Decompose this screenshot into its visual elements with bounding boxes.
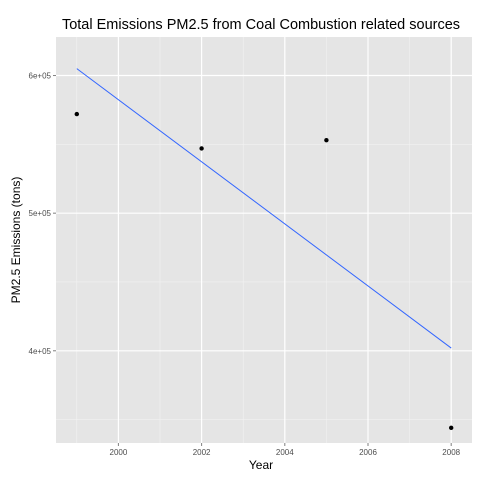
x-tick-label: 2006 [359,448,377,457]
x-tick-label: 2008 [442,448,460,457]
data-points [74,111,454,431]
y-tick-label: 6e+05 [29,72,52,81]
y-axis: 4e+05 5e+05 6e+05 [29,72,56,356]
data-point [199,146,204,151]
x-tick-label: 2000 [110,448,128,457]
trend-line [76,68,452,349]
y-axis-label: PM2.5 Emissions (tons) [9,177,23,304]
x-axis: 2000 2002 2004 2006 2008 [110,443,461,457]
grid-major [56,37,472,443]
x-tick-label: 2004 [276,448,294,457]
data-point [324,138,329,143]
data-point [449,425,454,431]
y-tick-label: 4e+05 [29,347,52,356]
x-axis-label: Year [249,458,273,472]
y-tick-label: 5e+05 [29,209,52,218]
data-point [74,111,80,117]
chart-title: Total Emissions PM2.5 from Coal Combusti… [62,17,460,33]
x-tick-label: 2002 [193,448,211,457]
grid-minor [56,37,472,443]
